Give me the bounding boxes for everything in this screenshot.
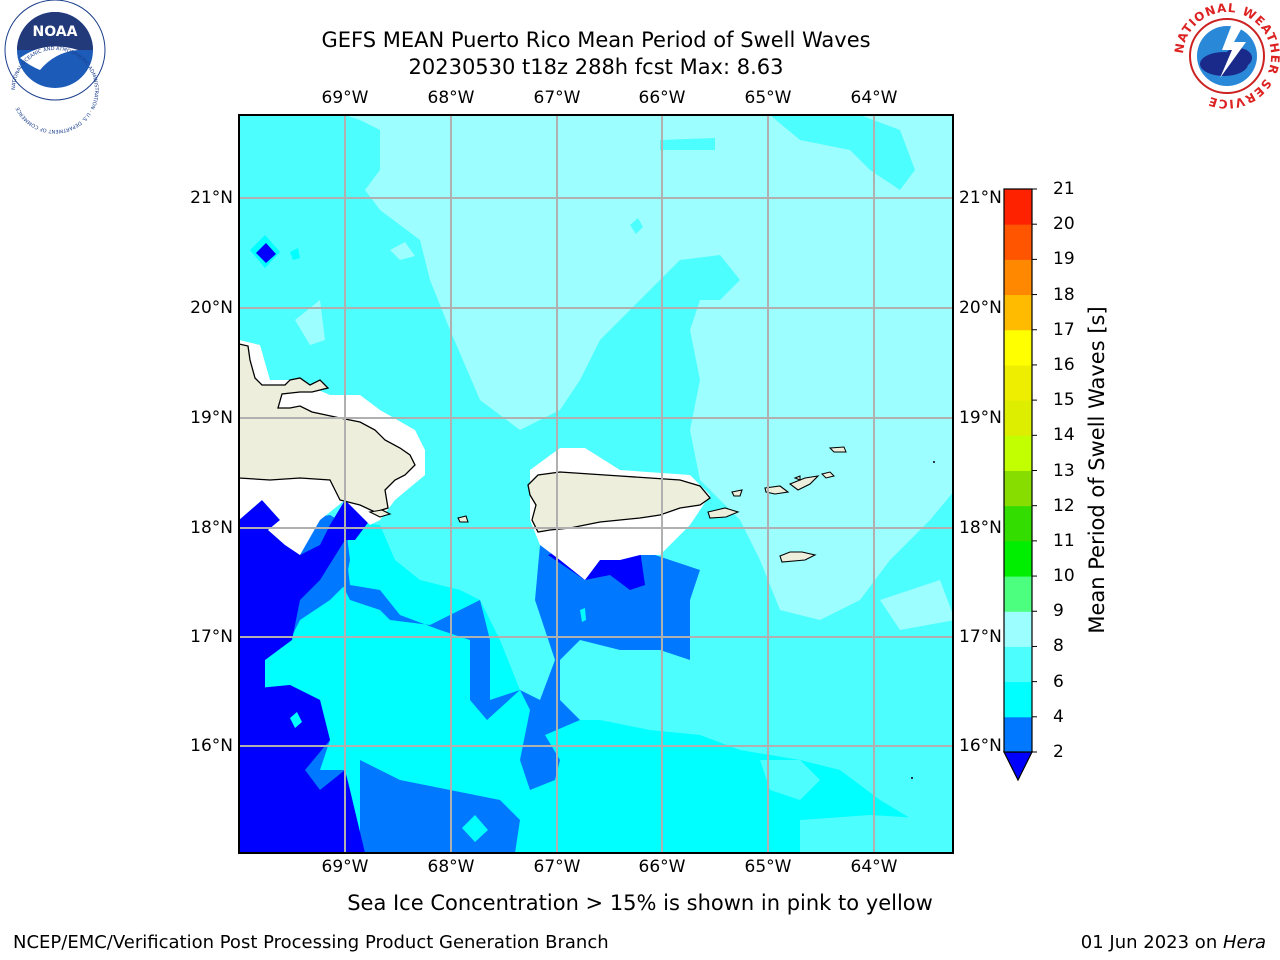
colorbar-tick-label: 17 [1053, 319, 1075, 340]
colorbar-segment [1004, 189, 1032, 225]
lon-tick-bottom: 68°W [427, 857, 475, 877]
lat-tick-left: 21°N [190, 188, 233, 208]
lon-tick-top: 67°W [533, 88, 581, 108]
colorbar-segment [1004, 646, 1032, 683]
colorbar-tick-label: 20 [1053, 214, 1075, 235]
lat-tick-right: 19°N [959, 408, 1002, 428]
sea-ice-note: Sea Ice Concentration > 15% is shown in … [347, 891, 933, 915]
lon-tick-bottom: 65°W [744, 857, 792, 877]
colorbar-segment [1004, 364, 1032, 401]
colorbar [1003, 188, 1037, 782]
lon-tick-top: 66°W [638, 88, 686, 108]
colorbar-tick-label: 8 [1053, 636, 1064, 657]
colorbar-tick-label: 13 [1053, 460, 1075, 481]
footer-credit: NCEP/EMC/Verification Post Processing Pr… [13, 932, 609, 953]
colorbar-tick-label: 14 [1053, 425, 1075, 446]
lat-tick-right: 20°N [959, 298, 1002, 318]
colorbar-tick-label: 9 [1053, 601, 1064, 622]
colorbar-tick-label: 4 [1053, 706, 1064, 727]
footer-host: Hera [1222, 932, 1266, 953]
colorbar-tick-label: 18 [1053, 284, 1075, 305]
colorbar-segment [1004, 224, 1032, 260]
lon-tick-top: 64°W [850, 88, 898, 108]
lat-tick-right: 16°N [959, 736, 1002, 756]
lon-tick-bottom: 69°W [321, 857, 369, 877]
lon-tick-bottom: 64°W [850, 857, 898, 877]
noaa-logo-text: NOAA [33, 24, 78, 40]
colorbar-segment [1004, 400, 1032, 436]
lon-tick-bottom: 67°W [533, 857, 581, 877]
colorbar-tick-label: 12 [1053, 495, 1075, 516]
lon-tick-top: 68°W [427, 88, 475, 108]
colorbar-segment [1004, 681, 1032, 718]
map-frame [238, 114, 954, 854]
colorbar-segment [1004, 505, 1032, 542]
lon-tick-bottom: 66°W [638, 857, 686, 877]
colorbar-tick-label: 19 [1053, 249, 1075, 270]
colorbar-segment [1004, 294, 1032, 331]
colorbar-tick-label: 16 [1053, 354, 1075, 375]
colorbar-tick-label: 11 [1053, 530, 1075, 551]
lat-tick-right: 21°N [959, 188, 1002, 208]
lon-tick-top: 69°W [321, 88, 369, 108]
colorbar-tick-label: 21 [1053, 179, 1075, 199]
land-areas [239, 343, 935, 779]
footer-date: 01 Jun 2023 on Hera [1081, 932, 1266, 953]
lat-tick-left: 16°N [190, 736, 233, 756]
colorbar-segment [1004, 576, 1032, 612]
colorbar-segment [1004, 259, 1032, 296]
colorbar-segment [1004, 716, 1032, 753]
noaa-logo-icon: NOAA NATIONAL OCEANIC AND ATMOSPHERIC AD… [4, 0, 106, 134]
colorbar-tick-label: 10 [1053, 566, 1075, 587]
footer-date-text: 01 Jun 2023 on [1080, 932, 1223, 953]
colorbar-segment [1004, 329, 1032, 366]
lat-tick-left: 19°N [190, 408, 233, 428]
lat-tick-left: 20°N [190, 298, 233, 318]
colorbar-tick-label: 2 [1053, 742, 1064, 762]
colorbar-tick-label: 6 [1053, 671, 1064, 692]
colorbar-segment [1004, 540, 1032, 577]
lon-tick-top: 65°W [744, 88, 792, 108]
lat-tick-right: 17°N [959, 627, 1002, 647]
lat-tick-right: 18°N [959, 518, 1002, 538]
colorbar-segment [1004, 470, 1032, 507]
colorbar-segment [1004, 611, 1032, 647]
lat-tick-left: 18°N [190, 518, 233, 538]
map-subtitle: 20230530 t18z 288h fcst Max: 8.63 [408, 55, 784, 79]
nws-logo-icon: NATIONAL WEATHER SERVICE [1172, 1, 1280, 111]
colorbar-label: Mean Period of Swell Waves [s] [1085, 306, 1109, 634]
colorbar-tick-label: 15 [1053, 390, 1075, 411]
colorbar-segment [1004, 435, 1032, 471]
lat-tick-left: 17°N [190, 627, 233, 647]
colorbar-extend-triangle [1003, 751, 1033, 782]
map-title: GEFS MEAN Puerto Rico Mean Period of Swe… [321, 28, 871, 52]
graticule [239, 115, 953, 853]
